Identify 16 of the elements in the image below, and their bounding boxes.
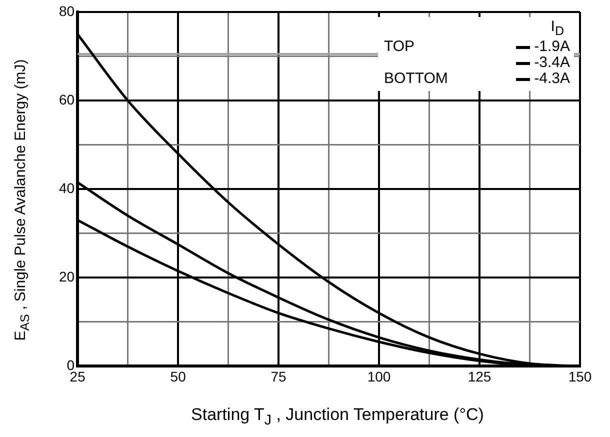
y-tick-label: 60 bbox=[58, 91, 75, 108]
legend-label: -1.9A bbox=[534, 38, 570, 55]
x-tick-label: 150 bbox=[568, 368, 592, 384]
legend-label: -4.3A bbox=[534, 70, 570, 87]
x-tick-label: 100 bbox=[367, 368, 391, 384]
x-tick-label: 75 bbox=[270, 368, 287, 384]
x-tick-label: 125 bbox=[468, 368, 492, 384]
legend-title: I$_{D}$ bbox=[550, 18, 565, 39]
annotation: BOTTOM bbox=[384, 70, 448, 87]
y-tick-label: 20 bbox=[58, 268, 75, 285]
annotation: TOP bbox=[384, 38, 415, 55]
y-tick-label: 80 bbox=[58, 2, 75, 19]
legend-label: -3.4A bbox=[534, 54, 570, 71]
y-tick-label: 40 bbox=[58, 180, 75, 196]
x-axis-title: Starting T$_{J}$ , Junction Temperature (°C) bbox=[190, 405, 485, 428]
x-tick-label: 50 bbox=[170, 368, 186, 384]
